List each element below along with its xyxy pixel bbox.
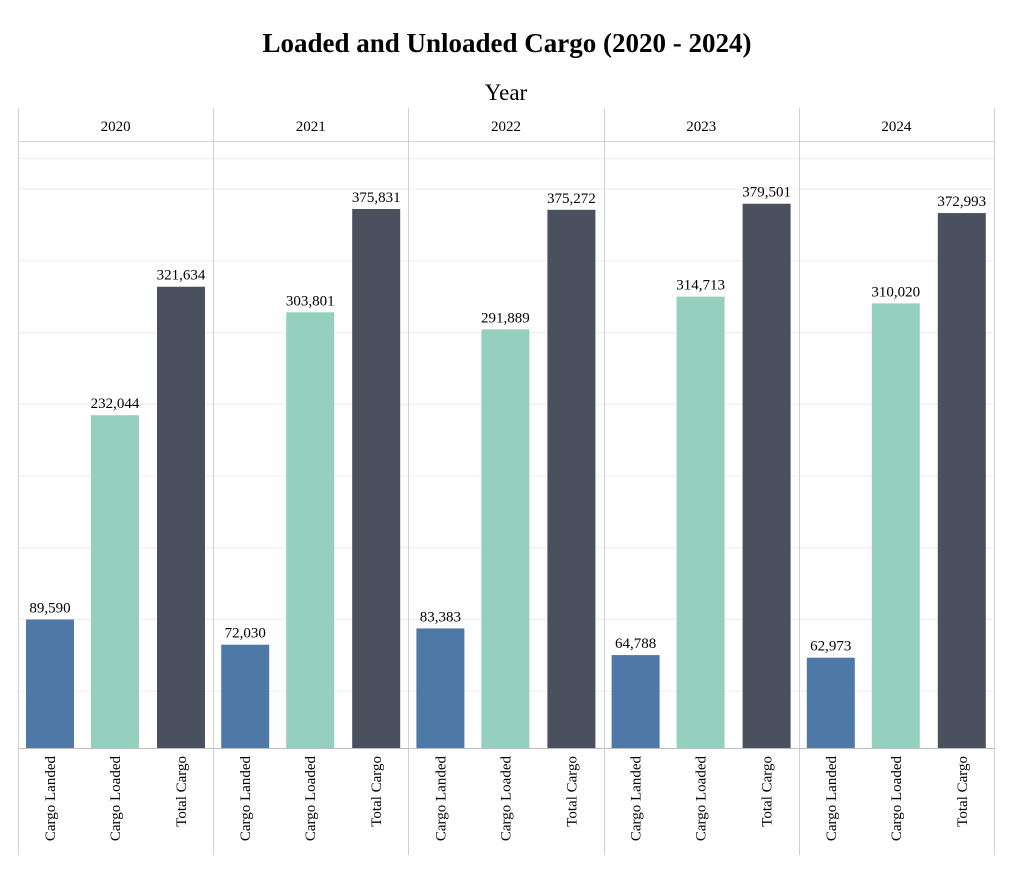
value-label: 83,383 [420, 609, 461, 625]
bar-2020-cargo-landed [26, 619, 74, 748]
value-label: 232,044 [91, 396, 140, 412]
value-label: 303,801 [286, 293, 335, 309]
bar-2021-cargo-loaded [286, 312, 335, 748]
bar-2021-cargo-landed [221, 644, 270, 748]
category-label: Total Cargo [174, 756, 190, 827]
category-label: Total Cargo [760, 756, 776, 827]
bar-2023-cargo-loaded [676, 296, 725, 748]
bar-2023-cargo-landed [611, 655, 660, 748]
value-label: 291,889 [481, 310, 530, 326]
bar-2024-cargo-landed [806, 657, 855, 748]
category-label: Cargo Loaded [889, 756, 905, 842]
value-label: 375,831 [352, 190, 401, 206]
category-label: Cargo Landed [238, 756, 254, 842]
bar-2022-cargo-loaded [481, 329, 530, 748]
value-label: 310,020 [871, 284, 920, 300]
value-label: 321,634 [157, 268, 206, 284]
category-label: Cargo Landed [43, 756, 59, 842]
category-label: Cargo Loaded [498, 756, 514, 842]
value-label: 379,501 [742, 185, 791, 201]
panel-label-2020: 2020 [101, 119, 131, 135]
value-label: 372,993 [937, 194, 986, 210]
panel-label-2022: 2022 [491, 119, 521, 135]
bar-2022-total-cargo [547, 209, 596, 748]
category-label: Total Cargo [564, 756, 580, 827]
value-label: 314,713 [676, 278, 725, 294]
category-label: Total Cargo [955, 756, 971, 827]
bar-2020-total-cargo [157, 286, 205, 748]
category-label: Cargo Landed [629, 756, 645, 842]
bar-2020-cargo-loaded [91, 415, 139, 748]
bar-2021-total-cargo [352, 209, 401, 748]
panel-label-2021: 2021 [296, 119, 326, 135]
category-label: Cargo Loaded [694, 756, 710, 842]
bar-2024-cargo-loaded [871, 303, 920, 748]
chart-title: Loaded and Unloaded Cargo (2020 - 2024) [262, 28, 752, 58]
x-axis-title: Year [484, 80, 528, 105]
value-label: 375,272 [547, 191, 596, 207]
category-label: Cargo Loaded [108, 756, 124, 842]
category-label: Cargo Loaded [303, 756, 319, 842]
bar-2024-total-cargo [937, 213, 986, 748]
category-label: Cargo Landed [433, 756, 449, 842]
value-label: 89,590 [29, 601, 70, 617]
bar-2023-total-cargo [742, 203, 791, 748]
value-label: 64,788 [615, 636, 656, 652]
panel-label-2023: 2023 [686, 119, 716, 135]
value-label: 72,030 [225, 626, 266, 642]
category-label: Total Cargo [369, 756, 385, 827]
panel-label-2024: 2024 [881, 119, 912, 135]
category-label: Cargo Landed [824, 756, 840, 842]
value-label: 62,973 [810, 639, 851, 655]
bar-2022-cargo-landed [416, 628, 465, 748]
